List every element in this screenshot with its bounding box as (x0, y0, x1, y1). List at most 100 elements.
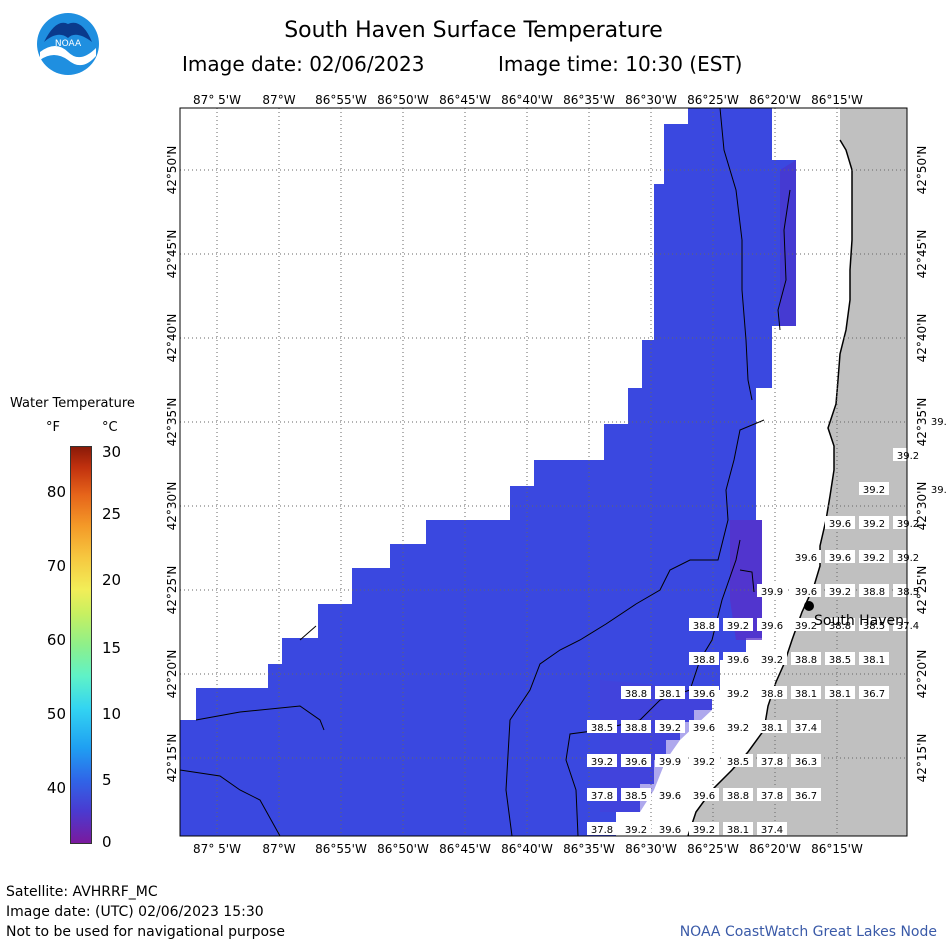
temperature-label: 36.7 (859, 686, 889, 700)
lon-label: 86°40'W (501, 842, 553, 856)
temperature-label: 39.2 (689, 822, 719, 836)
temperature-label: 39.2 (825, 584, 855, 598)
footer-utc-date: Image date: (UTC) 02/06/2023 15:30 (6, 904, 264, 920)
label-box (689, 720, 719, 733)
temperature-value: 39.2 (931, 417, 947, 428)
lat-label: 42°45'N (165, 230, 179, 279)
label-box (859, 686, 889, 699)
map-frame (179, 107, 908, 837)
legend-tick-f: 60 (46, 631, 66, 649)
label-box (791, 686, 821, 699)
temperature-value: 37.8 (591, 825, 613, 836)
label-box (859, 482, 889, 495)
temperature-value: 39.9 (659, 757, 681, 768)
lon-label: 86°35'W (563, 842, 615, 856)
lon-label: 87° 5'W (193, 93, 241, 107)
temperature-label: 39.2 (723, 618, 753, 632)
temperature-label: 38.1 (859, 652, 889, 666)
water-surface (180, 108, 796, 836)
label-box (723, 788, 753, 801)
temperature-value: 39.9 (761, 587, 783, 598)
temperature-label: 39.2 (587, 754, 617, 768)
temperature-label: 39.2 (723, 686, 753, 700)
label-box (757, 720, 787, 733)
isotherm-line (719, 107, 753, 401)
temperature-label: 39.6 (689, 686, 719, 700)
temperature-label: 39.6 (621, 754, 651, 768)
latitude-labels-left: 42°50'N 42°45'N 42°40'N 42°35'N 42°30'N 42°25… (165, 146, 179, 783)
city-marker-icon (804, 601, 814, 611)
legend-tick-c: 0 (102, 833, 112, 851)
lon-label: 87°W (262, 842, 295, 856)
label-box (825, 652, 855, 665)
temperature-value: 39.2 (863, 553, 885, 564)
label-box (859, 550, 889, 563)
legend-tick-f: 50 (46, 705, 66, 723)
temperature-label: 38.8 (621, 720, 651, 734)
label-box (621, 788, 651, 801)
temperature-label: 39.2 (723, 720, 753, 734)
legend-tick-f: 40 (46, 779, 66, 797)
temperature-value: 37.8 (761, 757, 783, 768)
label-box (791, 754, 821, 767)
temperature-value: 39.6 (829, 519, 851, 530)
temperature-label: 37.8 (587, 822, 617, 836)
temperature-value: 39.2 (693, 757, 715, 768)
legend-tick-c: 30 (102, 443, 122, 461)
lon-label: 86°30'W (625, 842, 677, 856)
temperature-value: 37.4 (761, 825, 783, 836)
temperature-label: 37.4 (791, 720, 821, 734)
temperature-value: 38.1 (761, 723, 783, 734)
temperature-value: 38.5 (829, 655, 851, 666)
temperature-label: 38.5 (621, 788, 651, 802)
latitude-labels-right: 42°50'N 42°45'N 42°40'N 42°35'N 42°30'N 42°25… (915, 146, 929, 783)
isotherm-line (505, 419, 765, 837)
temperature-label: 39.2 (859, 482, 889, 496)
temperature-value: 39.2 (829, 587, 851, 598)
label-box (621, 686, 651, 699)
temperature-label: 38.1 (655, 686, 685, 700)
label-box (689, 754, 719, 767)
footer-satellite: Satellite: AVHRRF_MC (6, 884, 158, 900)
footer-credit: NOAA CoastWatch Great Lakes Node (679, 924, 937, 940)
temperature-value: 39.2 (897, 519, 919, 530)
label-box (859, 516, 889, 529)
lon-label: 86°15'W (811, 842, 863, 856)
lon-label: 86°25'W (687, 842, 739, 856)
temperature-label: 39.2 (689, 754, 719, 768)
temperature-value: 38.8 (693, 655, 715, 666)
lat-label: 42°25'N (915, 566, 929, 615)
temperature-value: 38.5 (897, 587, 919, 598)
temperature-label: 39.2 (893, 448, 923, 462)
temperature-label: 39.9 (757, 584, 787, 598)
lat-label: 42°15'N (915, 734, 929, 783)
temperature-value: 38.8 (795, 655, 817, 666)
temperature-value: 39.6 (829, 553, 851, 564)
lat-label: 42°40'N (915, 314, 929, 363)
label-box (723, 720, 753, 733)
lon-label: 86°25'W (687, 93, 739, 107)
temperature-label: 36.7 (791, 788, 821, 802)
temperature-value: 39.6 (659, 791, 681, 802)
label-box (655, 788, 685, 801)
temperature-label: 37.8 (757, 754, 787, 768)
temperature-labels: 38.8 37.8 39.2 38.5 39.2 38.1 39.2 38.8 39.2 37.8… (587, 414, 947, 836)
temperature-label: 39.6 (825, 550, 855, 564)
temperature-label: 38.8 (791, 652, 821, 666)
temperature-value: 38.1 (829, 689, 851, 700)
temperature-label: 39.9 (655, 754, 685, 768)
temperature-label: 38.8 (621, 686, 651, 700)
lon-label: 86°55'W (315, 842, 367, 856)
label-box (587, 822, 617, 835)
label-box (757, 788, 787, 801)
temperature-value: 36.7 (863, 689, 885, 700)
lake-water (180, 108, 796, 836)
temperature-label: 36.3 (791, 754, 821, 768)
label-box (825, 686, 855, 699)
temperature-value: 39.2 (625, 825, 647, 836)
temperature-value: 39.2 (863, 485, 885, 496)
temperature-value: 38.1 (795, 689, 817, 700)
temperature-value: 38.5 (863, 621, 885, 632)
lon-label: 87°W (262, 93, 295, 107)
label-box (757, 754, 787, 767)
